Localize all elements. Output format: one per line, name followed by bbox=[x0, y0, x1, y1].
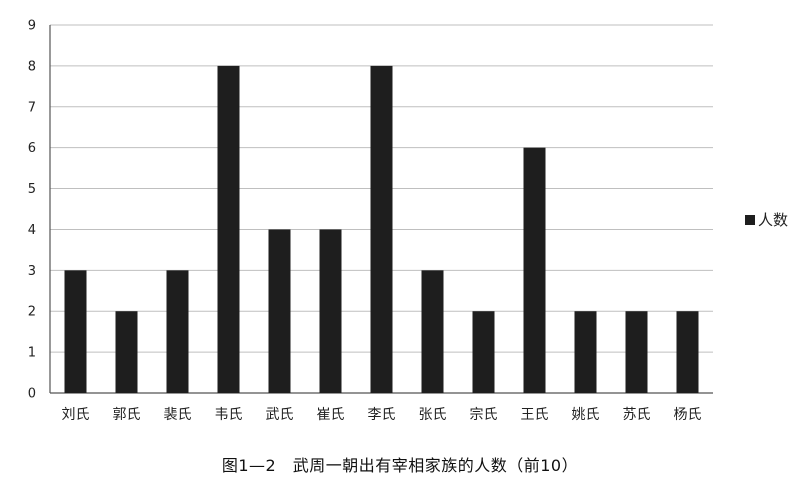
x-tick-label: 张氏 bbox=[419, 407, 447, 423]
bar-chart: 0 1 2 3 4 5 6 7 8 9 刘氏 郭氏 裴氏 韦氏 武氏 崔氏 李氏 张氏 宗氏 王氏 姚氏 苏氏 杨氏 人数 bbox=[28, 19, 788, 424]
y-tick-label: 0 bbox=[28, 387, 36, 402]
y-tick-label: 4 bbox=[28, 223, 36, 238]
y-axis-ticks: 0 1 2 3 4 5 6 7 8 9 bbox=[28, 19, 36, 402]
y-tick-label: 9 bbox=[28, 19, 36, 34]
x-tick-label: 李氏 bbox=[368, 407, 396, 423]
y-tick-label: 5 bbox=[28, 182, 36, 197]
legend: 人数 bbox=[745, 211, 788, 229]
figure-caption: 图1—2 武周一朝出有宰相家族的人数（前10） bbox=[221, 456, 579, 475]
bar bbox=[625, 311, 648, 393]
bar bbox=[268, 229, 291, 393]
legend-swatch bbox=[745, 215, 755, 225]
bar bbox=[472, 311, 495, 393]
y-tick-label: 8 bbox=[28, 59, 36, 74]
bar bbox=[166, 270, 189, 393]
y-tick-label: 1 bbox=[28, 346, 36, 361]
x-tick-label: 姚氏 bbox=[572, 407, 600, 423]
x-tick-label: 刘氏 bbox=[62, 407, 90, 423]
y-tick-label: 6 bbox=[28, 141, 36, 156]
x-tick-label: 裴氏 bbox=[164, 407, 192, 423]
bars bbox=[64, 65, 699, 393]
bar bbox=[217, 65, 240, 393]
x-axis-ticks: 刘氏 郭氏 裴氏 韦氏 武氏 崔氏 李氏 张氏 宗氏 王氏 姚氏 苏氏 杨氏 bbox=[62, 406, 702, 423]
x-tick-label: 韦氏 bbox=[215, 407, 243, 423]
bar bbox=[115, 311, 138, 393]
y-tick-label: 7 bbox=[28, 100, 36, 115]
bar bbox=[574, 311, 597, 393]
legend-label: 人数 bbox=[758, 211, 788, 229]
x-tick-label: 武氏 bbox=[266, 407, 294, 423]
bar bbox=[319, 229, 342, 393]
x-tick-label: 苏氏 bbox=[623, 407, 651, 423]
x-tick-label: 郭氏 bbox=[113, 406, 141, 423]
bar bbox=[64, 270, 87, 393]
x-tick-label: 宗氏 bbox=[470, 407, 498, 423]
bar bbox=[421, 270, 444, 393]
bar bbox=[370, 65, 393, 393]
y-tick-label: 3 bbox=[28, 264, 36, 279]
bar bbox=[523, 147, 546, 393]
bar bbox=[676, 311, 699, 393]
x-tick-label: 崔氏 bbox=[317, 407, 345, 423]
y-tick-label: 2 bbox=[28, 305, 36, 320]
x-tick-label: 杨氏 bbox=[674, 407, 702, 423]
x-tick-label: 王氏 bbox=[521, 407, 549, 423]
